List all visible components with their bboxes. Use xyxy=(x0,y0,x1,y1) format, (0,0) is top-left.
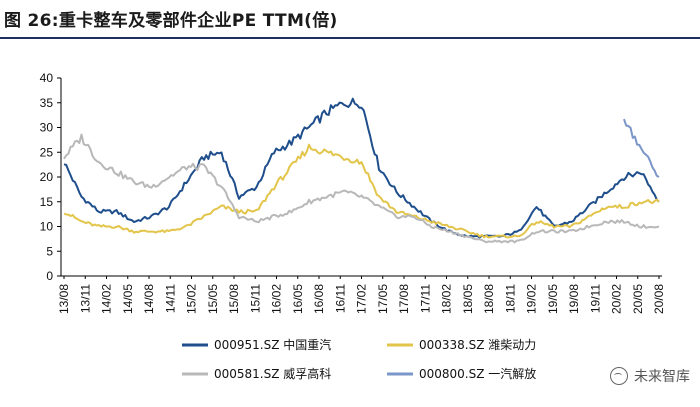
x-tick-label: 14/11 xyxy=(163,284,177,313)
chart-legend: 000951.SZ 中国重汽 000338.SZ 潍柴动力 000581.SZ 威孚… xyxy=(182,337,536,381)
y-tick-label: 15 xyxy=(40,195,54,209)
x-tick-label: 15/11 xyxy=(248,284,262,313)
x-tick-label: 18/05 xyxy=(461,284,475,314)
series-line-3 xyxy=(63,133,660,244)
y-tick-label: 5 xyxy=(46,244,53,258)
y-tick-label: 20 xyxy=(40,170,54,184)
series-line-4 xyxy=(623,118,660,178)
y-tick-label: 30 xyxy=(40,121,54,135)
x-tick-label: 19/08 xyxy=(567,284,581,314)
x-tick-label: 16/11 xyxy=(333,284,347,313)
series-line-1 xyxy=(63,97,660,239)
y-tick-label: 10 xyxy=(40,220,54,234)
chart-title: 图 26:重卡整车及零部件企业PE TTM(倍) xyxy=(4,11,338,31)
x-tick-label: 14/05 xyxy=(121,284,135,314)
x-tick-label: 18/08 xyxy=(482,284,496,314)
x-tick-label: 13/11 xyxy=(78,284,92,313)
x-tick-label: 19/02 xyxy=(525,284,539,314)
y-tick-label: 35 xyxy=(40,96,54,110)
x-tick-label: 20/08 xyxy=(652,284,666,314)
y-tick-label: 25 xyxy=(40,145,54,159)
title-divider xyxy=(0,37,700,39)
y-tick-label: 0 xyxy=(46,269,53,283)
y-tick-label: 40 xyxy=(40,71,54,85)
legend-label: 000338.SZ 潍柴动力 xyxy=(419,338,536,352)
x-tick-label: 17/08 xyxy=(397,284,411,314)
x-tick-label: 17/02 xyxy=(355,284,369,314)
x-tick-label: 20/02 xyxy=(610,284,624,314)
x-tick-label: 19/11 xyxy=(588,284,602,313)
x-tick-label: 16/05 xyxy=(291,284,305,314)
watermark: 未来智库 xyxy=(610,366,690,386)
wechat-icon xyxy=(610,367,628,385)
x-tick-label: 15/08 xyxy=(227,284,241,314)
x-tick-label: 13/08 xyxy=(57,284,71,314)
legend-label: 000800.SZ 一汽解放 xyxy=(419,366,536,381)
x-tick-label: 20/05 xyxy=(631,284,645,314)
x-tick-label: 14/02 xyxy=(100,284,114,314)
legend-label: 000951.SZ 中国重汽 xyxy=(214,337,331,352)
x-tick-label: 19/05 xyxy=(546,284,560,314)
series-line-2 xyxy=(63,143,660,239)
x-tick-label: 15/05 xyxy=(206,284,220,314)
x-tick-label: 16/02 xyxy=(270,284,284,314)
legend-label: 000581.SZ 威孚高科 xyxy=(214,366,331,381)
watermark-text: 未来智库 xyxy=(634,369,690,385)
x-tick-label: 14/08 xyxy=(142,284,156,314)
x-tick-label: 16/08 xyxy=(312,284,326,314)
x-tick-label: 17/11 xyxy=(418,284,432,313)
chart-axes: 0 5 10 15 20 25 30 35 40 13/08 13/11 14/02 14/05 14/0… xyxy=(40,71,666,314)
x-tick-label: 18/11 xyxy=(503,284,517,313)
x-tick-label: 18/02 xyxy=(440,284,454,314)
chart-series xyxy=(63,97,660,244)
x-tick-label: 17/05 xyxy=(376,284,390,314)
x-tick-label: 15/02 xyxy=(185,284,199,314)
